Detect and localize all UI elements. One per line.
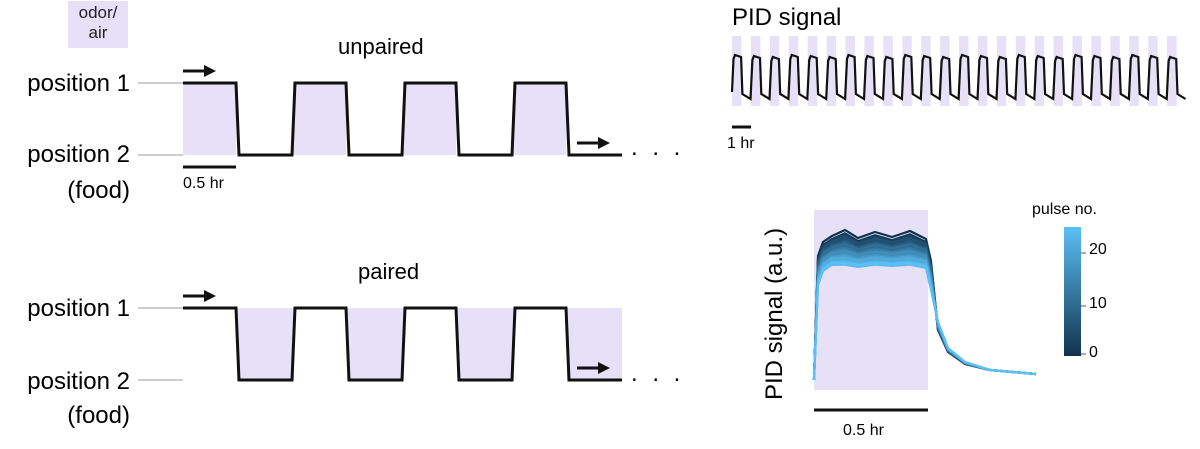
pid-odor-band bbox=[845, 36, 855, 106]
overlay-pulse-trace bbox=[812, 261, 1037, 381]
pid-odor-band bbox=[883, 36, 893, 106]
pid-odor-band bbox=[864, 36, 874, 106]
pid-overlay-xscale-label: 0.5 hr bbox=[843, 422, 884, 439]
pid-odor-band bbox=[1053, 36, 1064, 106]
pid-odor-band bbox=[1167, 36, 1177, 106]
unpaired-scale-bar-label: 0.5 hr bbox=[183, 175, 224, 192]
unpaired-position1-label: position 1 bbox=[27, 70, 130, 97]
pid-odor-band bbox=[807, 36, 818, 106]
paired-position2-label: position 2 bbox=[27, 368, 130, 395]
colorbar-tick-10: 10 bbox=[1089, 295, 1107, 312]
pid-odor-band bbox=[1091, 36, 1101, 106]
paired-start-arrow-icon bbox=[183, 290, 216, 302]
pid-odor-band bbox=[732, 36, 742, 106]
unpaired-end-arrow-icon bbox=[577, 137, 610, 149]
pid-odor-band bbox=[921, 36, 931, 106]
colorbar-tick-20: 20 bbox=[1089, 241, 1107, 258]
unpaired-food-label: (food) bbox=[67, 177, 130, 204]
pid-odor-band bbox=[1110, 36, 1120, 106]
unpaired-title: unpaired bbox=[338, 34, 424, 59]
pid-odor-band bbox=[1072, 36, 1082, 106]
paired-schedule bbox=[138, 290, 622, 382]
pid-odor-band bbox=[1129, 36, 1139, 106]
paired-title: paired bbox=[358, 259, 420, 284]
pid-signal-trace bbox=[730, 53, 1187, 101]
legend-line-1: odor/ bbox=[78, 3, 118, 22]
pid-overlay-panel bbox=[812, 210, 1086, 412]
paired-food-label: (food) bbox=[67, 402, 130, 429]
pid-odor-band bbox=[996, 36, 1007, 106]
paired-odor-fills bbox=[237, 308, 622, 380]
pid-odor-band bbox=[788, 36, 799, 106]
odor-air-legend-key: odor/ air bbox=[68, 1, 128, 48]
unpaired-schedule-trace bbox=[183, 81, 622, 157]
overlay-pulse-traces bbox=[812, 228, 1037, 381]
pid-odor-bands bbox=[732, 36, 1177, 106]
unpaired-position2-label: position 2 bbox=[27, 141, 130, 168]
pid-odor-band bbox=[826, 36, 837, 106]
colorbar-title: pulse no. bbox=[1032, 201, 1097, 218]
unpaired-schedule bbox=[138, 65, 622, 169]
paired-end-arrow-icon bbox=[577, 362, 610, 374]
pid-trace-scale-label: 1 hr bbox=[727, 135, 755, 152]
pid-odor-band bbox=[1034, 36, 1045, 106]
paired-schedule-trace bbox=[183, 306, 622, 382]
unpaired-odor-fills bbox=[183, 83, 566, 155]
pid-trace-panel bbox=[730, 36, 1187, 129]
paired-position1-label: position 1 bbox=[27, 295, 130, 322]
pid-odor-band bbox=[1148, 36, 1158, 106]
pid-odor-band bbox=[959, 36, 969, 106]
pid-odor-band bbox=[769, 36, 780, 106]
pid-trace-title: PID signal bbox=[732, 4, 842, 31]
pid-odor-band bbox=[977, 36, 988, 106]
legend-line-2: air bbox=[88, 23, 108, 42]
pid-odor-band bbox=[902, 36, 912, 106]
pid-odor-band bbox=[750, 36, 761, 106]
unpaired-start-arrow-icon bbox=[183, 65, 216, 77]
pid-odor-band bbox=[940, 36, 950, 106]
paired-ellipsis: . . . bbox=[631, 360, 685, 387]
colorbar-tick-0: 0 bbox=[1089, 344, 1098, 361]
unpaired-ellipsis: . . . bbox=[631, 134, 685, 161]
pulse-colorbar bbox=[1064, 227, 1081, 356]
pid-odor-band bbox=[1015, 36, 1026, 106]
